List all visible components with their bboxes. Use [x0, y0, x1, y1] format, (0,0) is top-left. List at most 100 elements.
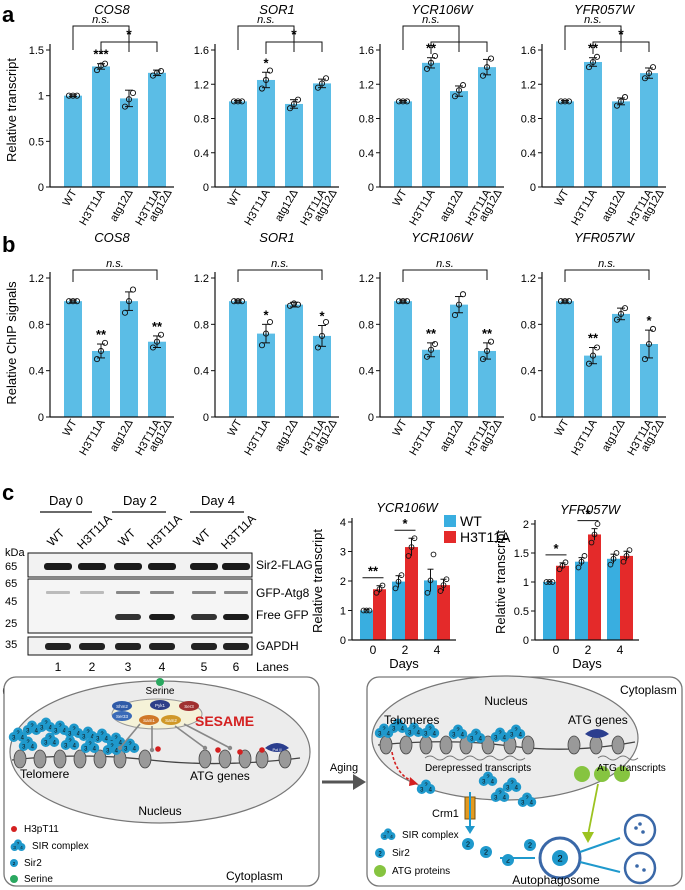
legend-sir-complex-left-icon-digit-2: 4	[20, 845, 23, 851]
complex-ser3: Ser3	[184, 704, 194, 709]
a-point-2-1-2	[431, 52, 439, 60]
a-point-3-3-2	[649, 64, 657, 71]
sir-complex-right-4-circle-1	[448, 729, 459, 739]
b-xlabel-1-1-0: H3T11A	[242, 417, 272, 458]
a-ytick-label-2-2: 0.8	[359, 114, 374, 126]
sir2-cyto-0-circle	[462, 838, 474, 850]
sir-complex-left-2-digit-0: 2	[44, 721, 48, 727]
b-point-0-3-1	[153, 338, 161, 345]
b-xlabel-3-1-0: H3T11A	[569, 417, 599, 458]
a-bracket-label-0-1: n.s.	[92, 14, 110, 26]
nucleosome-left-4	[93, 749, 107, 769]
a-ytick-label-0-0: 0	[38, 182, 44, 194]
sir-complex-left-9-digit-2: 4	[53, 740, 57, 746]
b-point-2-1-1	[427, 346, 435, 353]
sir-complex-left-3-digit-0: 2	[58, 724, 62, 730]
sir-complex-left-8-circle-2	[27, 741, 38, 751]
a-point-1-3-2	[322, 75, 330, 82]
b-ytick-label-2-3: 1.2	[359, 273, 374, 285]
a-ytick-label-2-3: 1.2	[359, 79, 374, 91]
a-point-0-0-2	[73, 92, 81, 99]
a-ytick-label-1-3: 1.2	[194, 79, 209, 91]
serine-dot	[156, 678, 164, 686]
a-ytick-label-2-0: 0	[368, 182, 374, 194]
a-point-3-2-2	[621, 94, 629, 101]
a-xlabel-1-1-0: H3T11A	[242, 187, 272, 228]
c-ytick-label-0-4: 4	[340, 517, 346, 529]
release-arrowhead	[409, 777, 418, 786]
sir-complex-left-8-digit-1: 3	[22, 744, 26, 750]
sir-complex-left-9-digit-1: 3	[44, 740, 48, 746]
sir2-cyto-3-circle	[524, 839, 536, 851]
b-bar-0-2	[120, 301, 138, 417]
pol2-label: Pol II	[272, 747, 281, 752]
b-point-0-2-0	[121, 309, 129, 316]
sir-complex-left-11-circle-1	[80, 743, 91, 753]
sir-complex-right-5-circle-1	[466, 733, 477, 743]
sesame-subunit-4	[161, 715, 181, 725]
derepressed-transcripts-wave	[424, 755, 526, 761]
sir-complex-left-1-circle-1	[22, 725, 33, 735]
band-label-gfp-atg8: GFP-Atg8	[256, 586, 310, 600]
sesame-subunit-0	[112, 701, 132, 711]
complex-ser33: Ser33	[116, 714, 129, 719]
complex-shm2: Shm2	[116, 704, 128, 709]
nucleosome-right-5	[481, 735, 495, 755]
sir-complex-left-4-digit-0: 2	[72, 727, 76, 733]
sir-complex-right-2-circle-2	[413, 727, 424, 737]
band-label-sir2: Sir2-FLAG	[256, 558, 313, 572]
sir-complex-left-9-circle-1	[40, 737, 51, 747]
complex-pyk1: Pyk1	[155, 703, 166, 708]
a-ytick-label-1-4: 1.6	[194, 45, 209, 57]
b-bracket-label-2-0: n.s.	[436, 258, 454, 270]
b-ytick-label-3-2: 0.8	[521, 319, 536, 331]
b-ytick-label-1-3: 1.2	[194, 273, 209, 285]
sesame-arrowhead-0	[117, 745, 123, 751]
legend-atg-protein-icon	[374, 865, 386, 877]
c-bar-0-1-0	[392, 581, 405, 640]
sir-complex-left-5-digit-2: 4	[91, 734, 95, 740]
sir-complex-free-4-digit-2: 4	[530, 800, 534, 806]
western-blot: Day 0 Day 2 Day 4 WT H3T11A WT H3T11A WT…	[5, 493, 313, 674]
panel-b-ylabel: Relative ChIP signals	[4, 281, 19, 405]
sir-complex-right-7-digit-0: 2	[514, 728, 518, 734]
a-bar-3-0	[556, 101, 574, 187]
atg-protein-0	[574, 766, 590, 782]
a-point-0-2-2	[129, 89, 137, 96]
nucleus-label-right: Nucleus	[484, 694, 527, 708]
sir-complex-right-2-digit-2: 4	[417, 730, 421, 736]
c-point-1-1-0-0	[575, 564, 582, 571]
a-point-3-1-0	[585, 64, 593, 71]
sir2-cyto-0-digit: 2	[466, 840, 470, 849]
a-ytick-label-1-1: 0.4	[194, 148, 209, 160]
a-ytick-label-1-0: 0	[203, 182, 209, 194]
band-gapdh-4	[149, 643, 175, 650]
sir-complex-left-5-circle-1	[78, 731, 89, 741]
sir-complex-free-2-circle-1	[502, 782, 513, 792]
legend-sir-complex-right-icon-digit-1: 3	[383, 834, 386, 840]
c-ytick-label-1-3: 1.5	[514, 548, 529, 560]
a-point-1-1-2	[266, 67, 274, 74]
a-point-1-3-1	[318, 80, 326, 87]
c-point-0-2-0-2	[430, 551, 437, 558]
band-free-gfp-3	[115, 614, 141, 620]
autophagosome-label: Autophagosome	[512, 873, 600, 887]
a-point-0-0-0	[65, 92, 73, 99]
sesame-arrowhead-1	[149, 747, 155, 753]
b-point-2-0-2	[403, 298, 411, 305]
sir-complex-free-1-circle-1	[478, 776, 489, 786]
a-point-3-2-1	[617, 98, 625, 105]
b-ytick-label-0-3: 1.2	[29, 273, 44, 285]
sir-complex-left-13-circle-1	[120, 743, 131, 753]
c-point-0-2-1-0	[437, 588, 444, 594]
b-bracket-0-0	[72, 269, 158, 282]
b-point-1-1-0	[258, 342, 266, 349]
sir-complex-free-3-circle-2	[499, 792, 510, 802]
sir-complex-right-7-digit-2: 4	[519, 732, 523, 738]
legend-sir2-right: Sir2	[392, 848, 410, 859]
panel-label-c: c	[2, 480, 14, 505]
blot-bands	[44, 563, 250, 650]
